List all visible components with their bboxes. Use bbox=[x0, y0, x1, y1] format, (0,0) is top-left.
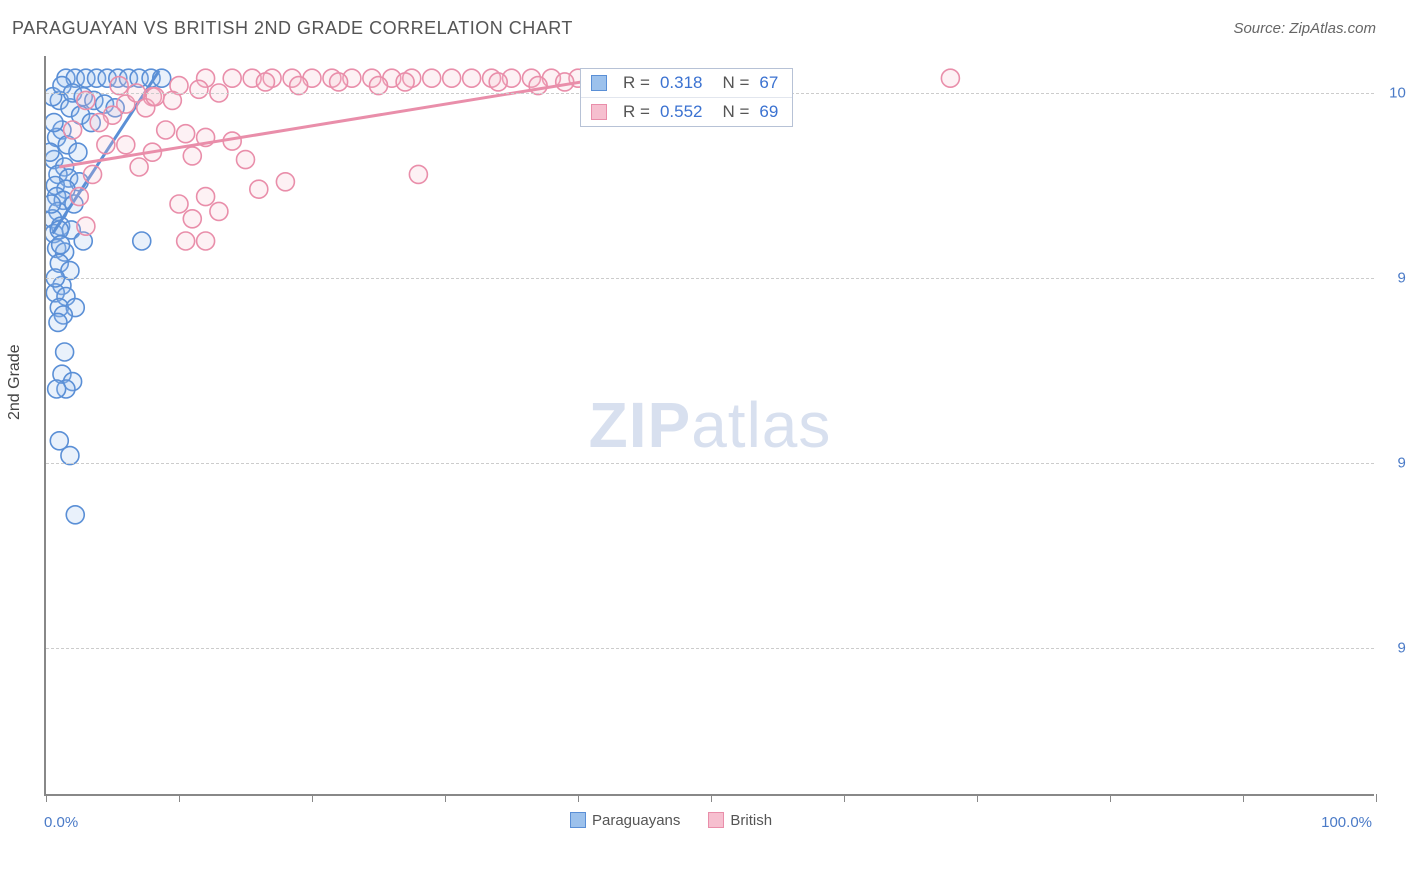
data-point bbox=[77, 217, 95, 235]
legend-bottom: Paraguayans British bbox=[570, 812, 772, 829]
gridline bbox=[46, 648, 1374, 649]
y-tick-label: 100.0% bbox=[1389, 85, 1406, 102]
data-point bbox=[941, 69, 959, 87]
x-tick-mark bbox=[977, 794, 978, 802]
data-point bbox=[197, 188, 215, 206]
legend-stats-row: R = 0.552 N = 69 bbox=[581, 97, 792, 126]
data-point bbox=[330, 73, 348, 91]
legend-r-value: 0.318 bbox=[660, 73, 703, 93]
data-point bbox=[66, 506, 84, 524]
data-point bbox=[117, 136, 135, 154]
legend-swatch bbox=[591, 75, 607, 91]
x-tick-mark bbox=[46, 794, 47, 802]
data-point bbox=[177, 125, 195, 143]
data-point bbox=[130, 158, 148, 176]
legend-item: British bbox=[708, 812, 772, 829]
data-point bbox=[250, 180, 268, 198]
x-tick-mark bbox=[179, 794, 180, 802]
plot-area: ZIPatlas 92.5%95.0%97.5%100.0% bbox=[44, 56, 1374, 796]
legend-swatch bbox=[708, 812, 724, 828]
data-point bbox=[443, 69, 461, 87]
x-tick-mark bbox=[578, 794, 579, 802]
data-point bbox=[46, 143, 59, 161]
legend-r-label: R = bbox=[623, 102, 650, 122]
x-tick-mark bbox=[844, 794, 845, 802]
x-tick-mark bbox=[1110, 794, 1111, 802]
data-point bbox=[163, 91, 181, 109]
legend-n-label: N = bbox=[722, 73, 749, 93]
chart-svg bbox=[46, 56, 1376, 796]
legend-r-value: 0.552 bbox=[660, 102, 703, 122]
data-point bbox=[463, 69, 481, 87]
legend-label: Paraguayans bbox=[592, 812, 680, 829]
x-tick-mark bbox=[445, 794, 446, 802]
data-point bbox=[197, 232, 215, 250]
data-point bbox=[396, 73, 414, 91]
data-point bbox=[529, 77, 547, 95]
legend-stats-row: R = 0.318 N = 67 bbox=[581, 69, 792, 97]
legend-r-label: R = bbox=[623, 73, 650, 93]
x-tick-mark bbox=[312, 794, 313, 802]
legend-item: Paraguayans bbox=[570, 812, 680, 829]
chart-title: PARAGUAYAN VS BRITISH 2ND GRADE CORRELAT… bbox=[12, 18, 573, 39]
data-point bbox=[84, 165, 102, 183]
data-point bbox=[276, 173, 294, 191]
chart-source: Source: ZipAtlas.com bbox=[1233, 20, 1376, 37]
data-point bbox=[70, 188, 88, 206]
data-point bbox=[183, 147, 201, 165]
data-point bbox=[210, 202, 228, 220]
legend-stats: R = 0.318 N = 67 R = 0.552 N = 69 bbox=[580, 68, 793, 127]
data-point bbox=[409, 165, 427, 183]
gridline bbox=[46, 278, 1374, 279]
legend-n-label: N = bbox=[722, 102, 749, 122]
data-point bbox=[69, 143, 87, 161]
x-tick-mark bbox=[1376, 794, 1377, 802]
data-point bbox=[90, 114, 108, 132]
data-point bbox=[46, 114, 63, 132]
legend-swatch bbox=[570, 812, 586, 828]
data-point bbox=[489, 73, 507, 91]
data-point bbox=[46, 195, 60, 213]
y-tick-label: 95.0% bbox=[1397, 455, 1406, 472]
gridline bbox=[46, 463, 1374, 464]
x-axis-max-label: 100.0% bbox=[1321, 814, 1372, 831]
data-point bbox=[556, 73, 574, 91]
data-point bbox=[133, 232, 151, 250]
data-point bbox=[157, 121, 175, 139]
data-point bbox=[183, 210, 201, 228]
data-point bbox=[52, 236, 70, 254]
legend-n-value: 69 bbox=[759, 102, 778, 122]
data-point bbox=[97, 136, 115, 154]
data-point bbox=[223, 69, 241, 87]
legend-n-value: 67 bbox=[759, 73, 778, 93]
data-point bbox=[177, 232, 195, 250]
data-point bbox=[61, 447, 79, 465]
y-tick-label: 97.5% bbox=[1397, 270, 1406, 287]
y-tick-label: 92.5% bbox=[1397, 640, 1406, 657]
data-point bbox=[77, 91, 95, 109]
data-point bbox=[56, 343, 74, 361]
x-tick-mark bbox=[1243, 794, 1244, 802]
data-point bbox=[423, 69, 441, 87]
legend-swatch bbox=[591, 104, 607, 120]
x-tick-mark bbox=[711, 794, 712, 802]
data-point bbox=[49, 313, 67, 331]
data-point bbox=[190, 80, 208, 98]
data-point bbox=[146, 88, 164, 106]
data-point bbox=[48, 380, 66, 398]
y-axis-label: 2nd Grade bbox=[6, 344, 24, 420]
data-point bbox=[237, 151, 255, 169]
data-point bbox=[290, 77, 308, 95]
x-axis-min-label: 0.0% bbox=[44, 814, 78, 831]
legend-label: British bbox=[730, 812, 772, 829]
data-point bbox=[110, 77, 128, 95]
data-point bbox=[170, 195, 188, 213]
data-point bbox=[256, 73, 274, 91]
data-point bbox=[370, 77, 388, 95]
data-point bbox=[64, 121, 82, 139]
